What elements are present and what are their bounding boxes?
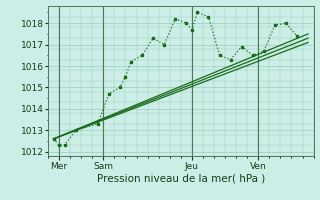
X-axis label: Pression niveau de la mer( hPa ): Pression niveau de la mer( hPa ) [97, 173, 265, 183]
